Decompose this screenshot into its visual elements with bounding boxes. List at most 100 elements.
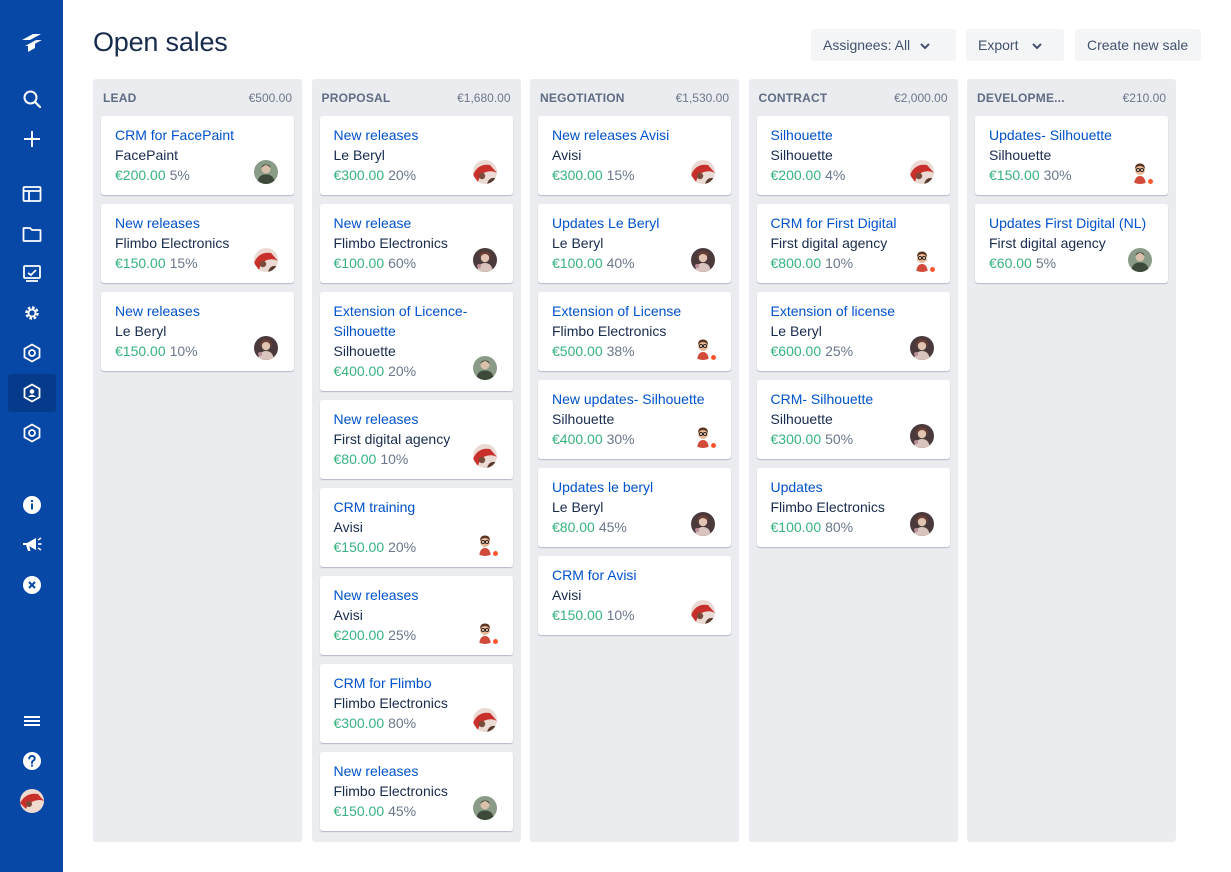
plus-icon[interactable] [8, 120, 56, 158]
assignees-filter-button[interactable]: Assignees: All [811, 29, 956, 61]
sale-title[interactable]: CRM for FacePaint [115, 125, 280, 145]
sale-probability: 10% [825, 255, 854, 271]
sale-card[interactable]: Extension of Licence- Silhouette Silhouett… [319, 292, 513, 391]
assignee-avatar[interactable] [472, 160, 497, 184]
sale-title[interactable]: CRM for First Digital [771, 213, 936, 233]
sale-card[interactable]: New releases Avisi €200.00 25% [319, 576, 513, 655]
sale-title[interactable]: New release [334, 213, 499, 233]
sale-card[interactable]: CRM- Silhouette Silhouette €300.00 50% [756, 380, 950, 459]
sale-value-line: €150.00 45% [334, 801, 499, 821]
assignee-avatar[interactable] [909, 248, 936, 273]
sale-card[interactable]: New release Flimbo Electronics €100.00 60% [319, 204, 513, 283]
sale-title[interactable]: Updates- Silhouette [989, 125, 1154, 145]
sale-card[interactable]: CRM for First Digital First digital agenc… [756, 204, 950, 283]
assignee-avatar[interactable] [1128, 248, 1152, 272]
export-button[interactable]: Export [966, 29, 1064, 61]
hexagon-icon[interactable] [8, 414, 56, 452]
sale-title[interactable]: Updates Le Beryl [552, 213, 717, 233]
sale-card[interactable]: Extension of License Flimbo Electronics €5… [538, 292, 731, 371]
sale-value-line: €150.00 10% [115, 341, 280, 361]
sale-card[interactable]: New releases Flimbo Electronics €150.00 45% [319, 752, 513, 831]
sale-title[interactable]: Extension of Licence- Silhouette [334, 301, 499, 341]
assignee-avatar[interactable] [254, 248, 278, 272]
assignee-avatar[interactable] [1128, 160, 1154, 185]
sale-card[interactable]: Updates- Silhouette Silhouette €150.00 30% [975, 116, 1168, 195]
create-new-sale-button[interactable]: Create new sale [1075, 29, 1201, 61]
sale-card[interactable]: Extension of license Le Beryl €600.00 25% [756, 292, 950, 371]
sale-company: Flimbo Electronics [770, 499, 885, 515]
assignee-avatar[interactable] [472, 796, 497, 820]
sale-title[interactable]: New releases [334, 409, 499, 429]
assignee-avatar[interactable] [472, 356, 497, 380]
assignee-avatar[interactable] [472, 444, 497, 468]
sale-title[interactable]: New releases [334, 585, 499, 605]
assignee-avatar[interactable] [909, 512, 934, 536]
close-circle-icon[interactable] [8, 566, 56, 604]
sale-title[interactable]: Updates First Digital (NL) [989, 213, 1154, 233]
sale-title[interactable]: New releases [115, 213, 280, 233]
presence-indicator [928, 266, 936, 273]
sale-card[interactable]: Updates First Digital (NL) First digital … [975, 204, 1168, 283]
megaphone-icon[interactable] [8, 526, 56, 564]
logo-icon[interactable] [8, 24, 56, 62]
sale-card[interactable]: Updates le beryl Le Beryl €80.00 45% [538, 468, 731, 547]
assignee-avatar[interactable] [691, 512, 715, 536]
sale-card[interactable]: Silhouette Silhouette €200.00 4% [756, 116, 950, 195]
menu-icon[interactable] [8, 702, 56, 740]
reports-icon[interactable] [8, 255, 56, 293]
sale-title[interactable]: CRM- Silhouette [771, 389, 936, 409]
pipeline-column: PROPOSAL €1,680.00 New releases Le Beryl €30… [311, 79, 521, 842]
assignee-avatar[interactable] [909, 424, 934, 448]
assignee-avatar[interactable] [909, 160, 934, 184]
sale-card[interactable]: New updates- Silhouette Silhouette €400.00… [538, 380, 731, 459]
hexagon-user-icon[interactable] [8, 374, 56, 412]
sale-card[interactable]: CRM for FacePaint FacePaint €200.00 5% [101, 116, 294, 195]
sale-title[interactable]: New releases Avisi [552, 125, 717, 145]
hexagon-icon[interactable] [8, 334, 56, 372]
sale-title[interactable]: Silhouette [771, 125, 936, 145]
sale-title[interactable]: CRM for Flimbo [334, 673, 499, 693]
sale-card[interactable]: New releases Le Beryl €150.00 10% [101, 292, 294, 371]
sale-card[interactable]: New releases Flimbo Electronics €150.00 15% [101, 204, 294, 283]
sale-card[interactable]: CRM training Avisi €150.00 20% [319, 488, 513, 567]
sale-card[interactable]: New releases Le Beryl €300.00 20% [319, 116, 513, 195]
gear-icon[interactable] [8, 294, 56, 332]
sale-title[interactable]: New updates- Silhouette [552, 389, 717, 409]
assignee-avatar[interactable] [472, 708, 497, 732]
sale-title[interactable]: New releases [115, 301, 280, 321]
sale-title[interactable]: Updates [771, 477, 936, 497]
sale-card[interactable]: Updates Le Beryl Le Beryl €100.00 40% [538, 204, 731, 283]
assignee-avatar[interactable] [691, 424, 717, 449]
assignee-avatar[interactable] [691, 336, 717, 361]
assignee-avatar[interactable] [691, 248, 715, 272]
assignee-avatar[interactable] [254, 336, 278, 360]
assignee-avatar[interactable] [691, 160, 715, 184]
help-icon[interactable] [8, 742, 56, 780]
board-icon[interactable] [8, 175, 56, 213]
sale-value-line: €200.00 5% [115, 165, 280, 185]
sale-title[interactable]: CRM training [334, 497, 499, 517]
sale-amount: €100.00 [552, 255, 603, 271]
sale-card[interactable]: New releases Avisi Avisi €300.00 15% [538, 116, 731, 195]
sale-card[interactable]: New releases First digital agency €80.00 10… [319, 400, 513, 479]
folder-icon[interactable] [8, 215, 56, 253]
sale-title[interactable]: New releases [334, 125, 499, 145]
assignee-avatar[interactable] [254, 160, 278, 184]
assignee-avatar[interactable] [472, 620, 499, 645]
avatar[interactable] [8, 782, 56, 820]
column-name: DEVELOPME... [977, 91, 1065, 105]
sale-card[interactable]: CRM for Avisi Avisi €150.00 10% [538, 556, 731, 635]
sale-title[interactable]: CRM for Avisi [552, 565, 717, 585]
sale-title[interactable]: New releases [334, 761, 499, 781]
assignee-avatar[interactable] [691, 600, 715, 624]
assignee-avatar[interactable] [472, 532, 499, 557]
assignee-avatar[interactable] [909, 336, 934, 360]
info-icon[interactable] [8, 486, 56, 524]
assignee-avatar[interactable] [472, 248, 497, 272]
search-icon[interactable] [8, 80, 56, 118]
sale-card[interactable]: CRM for Flimbo Flimbo Electronics €300.00 8… [319, 664, 513, 743]
sale-title[interactable]: Updates le beryl [552, 477, 717, 497]
sale-title[interactable]: Extension of license [771, 301, 936, 321]
sale-card[interactable]: Updates Flimbo Electronics €100.00 80% [756, 468, 950, 547]
sale-title[interactable]: Extension of License [552, 301, 717, 321]
